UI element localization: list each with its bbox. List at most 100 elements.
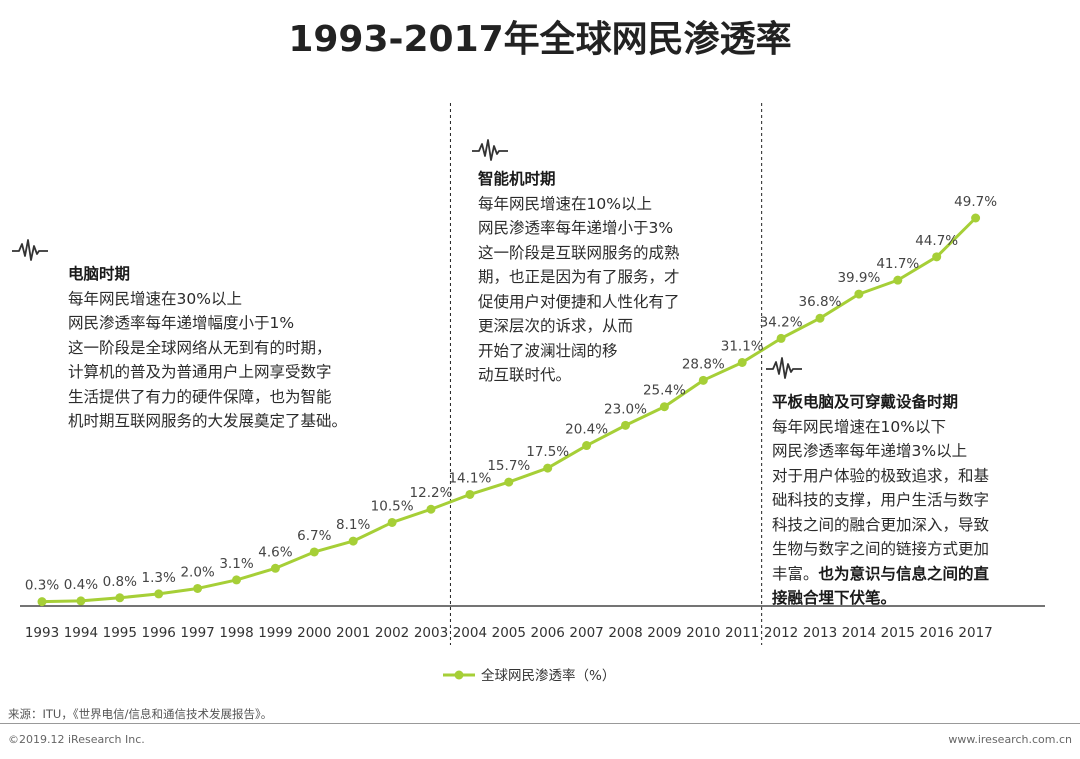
- era-tablet-line: 丰富。: [772, 564, 819, 583]
- era-smartphone-line: 这一阶段是互联网服务的成熟: [478, 243, 680, 262]
- x-tick-label: 2007: [569, 625, 603, 641]
- era-smartphone-line: 开始了波澜壮阔的移: [478, 341, 618, 360]
- x-tick-label: 2008: [608, 625, 642, 641]
- data-label: 12.2%: [410, 485, 453, 501]
- data-point: [387, 517, 397, 527]
- data-label: 0.8%: [103, 574, 137, 590]
- data-label: 23.0%: [604, 401, 647, 417]
- legend-label: 全球网民渗透率（%）: [481, 667, 615, 684]
- data-point: [348, 536, 358, 546]
- data-point: [309, 547, 319, 557]
- era-pc-heading: 电脑时期: [68, 265, 131, 283]
- chart-title: 1993-2017年全球网民渗透率: [288, 19, 792, 60]
- data-point: [115, 593, 125, 603]
- era-pc-line: 这一阶段是全球网络从无到有的时期，: [68, 338, 332, 357]
- data-label: 1.3%: [142, 570, 176, 586]
- x-tick-label: 1999: [258, 625, 292, 641]
- era-pc-line: 每年网民增速在30%以上: [68, 289, 242, 308]
- data-label: 15.7%: [487, 458, 530, 474]
- data-point: [504, 477, 514, 487]
- data-point: [659, 402, 669, 412]
- era-tablet-wearable: 平板电脑及可穿戴设备时期 每年网民增速在10%以下 网民渗透率每年递增3%以上 …: [772, 390, 989, 611]
- era-tablet-bold-line: 接融合埋下伏笔。: [772, 589, 897, 607]
- data-point: [154, 589, 164, 599]
- data-label: 34.2%: [760, 314, 803, 330]
- data-point: [193, 583, 203, 593]
- data-label: 0.4%: [64, 577, 98, 593]
- era-tablet-line: 生物与数字之间的链接方式更加: [772, 540, 990, 558]
- data-point: [932, 252, 942, 262]
- data-label: 8.1%: [336, 517, 370, 533]
- data-label: 41.7%: [876, 256, 919, 272]
- x-tick-label: 2016: [920, 625, 954, 641]
- data-label: 36.8%: [799, 294, 842, 310]
- era-tablet-line-mixed: 丰富。也为意识与信息之间的直: [772, 562, 989, 587]
- x-tick-label: 2013: [803, 625, 837, 641]
- era-smartphone-line: 动互联时代。: [478, 366, 572, 384]
- era-pc: 电脑时期 每年网民增速在30%以上 网民渗透率每年递增幅度小于1% 这一阶段是全…: [68, 262, 347, 434]
- pulse-wave-icon: [12, 239, 48, 261]
- x-tick-label: 2002: [375, 625, 409, 641]
- era-tablet-heading: 平板电脑及可穿戴设备时期: [772, 393, 959, 411]
- x-tick-label: 1997: [180, 625, 214, 641]
- era-tablet-line: 网民渗透率每年递增3%以上: [772, 442, 968, 460]
- era-pc-line: 生活提供了有力的硬件保障，也为智能: [68, 387, 332, 406]
- x-tick-label: 2005: [492, 625, 526, 641]
- x-tick-label: 2014: [842, 625, 876, 641]
- data-point: [893, 275, 903, 285]
- data-label: 4.6%: [258, 544, 292, 560]
- x-tick-label: 1996: [142, 625, 176, 641]
- data-label: 10.5%: [371, 498, 414, 514]
- legend: 全球网民渗透率（%）: [443, 667, 615, 684]
- data-label: 6.7%: [297, 528, 331, 544]
- era-smartphone-line: 网民渗透率每年递增小于3%: [478, 219, 674, 237]
- era-smartphone-line: 期，也正是因为有了服务，才: [478, 268, 680, 286]
- data-label: 3.1%: [219, 556, 253, 572]
- era-tablet-line: 对于用户体验的极致追求，和基: [772, 466, 990, 485]
- x-tick-label: 2003: [414, 625, 448, 641]
- data-point: [971, 213, 981, 223]
- data-point: [232, 575, 241, 585]
- footer-divider: [0, 723, 1080, 724]
- x-tick-label: 2004: [453, 625, 487, 641]
- x-tick-label: 2010: [686, 625, 720, 641]
- x-tick-label: 2001: [336, 625, 370, 641]
- data-point: [270, 563, 280, 573]
- x-tick-label: 2011: [725, 625, 759, 641]
- data-label: 49.7%: [954, 194, 997, 210]
- x-tick-label: 1995: [103, 625, 137, 641]
- pulse-wave-icon: [472, 139, 508, 161]
- data-point: [621, 420, 630, 430]
- era-pc-line: 网民渗透率每年递增幅度小于1%: [68, 314, 295, 332]
- x-tick-label: 2012: [764, 625, 798, 641]
- data-point: [737, 357, 747, 367]
- x-tick-label: 2017: [958, 625, 992, 641]
- era-pc-line: 机时期互联网服务的大发展奠定了基础。: [68, 412, 348, 430]
- era-tablet-line: 每年网民增速在10%以下: [772, 417, 946, 436]
- data-label: 14.1%: [448, 470, 491, 486]
- source-note: 来源：ITU，《世界电信/信息和通信技术发展报告》。: [8, 707, 273, 721]
- line-chart: 0.3% 0.4% 0.8% 1.3% 2.0% 3.1% 4.6% 6.7% 8.1%10.5…: [12, 103, 1045, 684]
- x-tick-label: 2006: [531, 625, 565, 641]
- x-tick-label: 1993: [25, 625, 59, 641]
- x-tick-label: 1994: [64, 625, 98, 641]
- data-point: [854, 289, 864, 299]
- era-tablet-line: 础科技的支撑，用户生活与数字: [772, 491, 990, 509]
- website: www.iresearch.com.cn: [948, 733, 1072, 746]
- data-point: [698, 375, 708, 385]
- era-smartphone-line: 每年网民增速在10%以上: [478, 194, 652, 213]
- data-label: 17.5%: [526, 444, 569, 460]
- data-label: 39.9%: [837, 270, 880, 286]
- data-point: [426, 504, 436, 514]
- data-label: 31.1%: [721, 338, 764, 354]
- data-point: [37, 597, 47, 607]
- data-label: 25.4%: [643, 383, 686, 399]
- copyright: ©2019.12 iResearch Inc.: [8, 733, 145, 746]
- era-pc-line: 计算机的普及为普通用户上网享受数字: [68, 363, 332, 381]
- era-smartphone-heading: 智能机时期: [478, 170, 556, 188]
- data-point: [776, 333, 786, 343]
- data-point: [543, 463, 553, 473]
- era-tablet-line: 科技之间的融合更加深入，导致: [772, 515, 990, 534]
- era-tablet-bold-line: 也为意识与信息之间的直: [818, 564, 990, 583]
